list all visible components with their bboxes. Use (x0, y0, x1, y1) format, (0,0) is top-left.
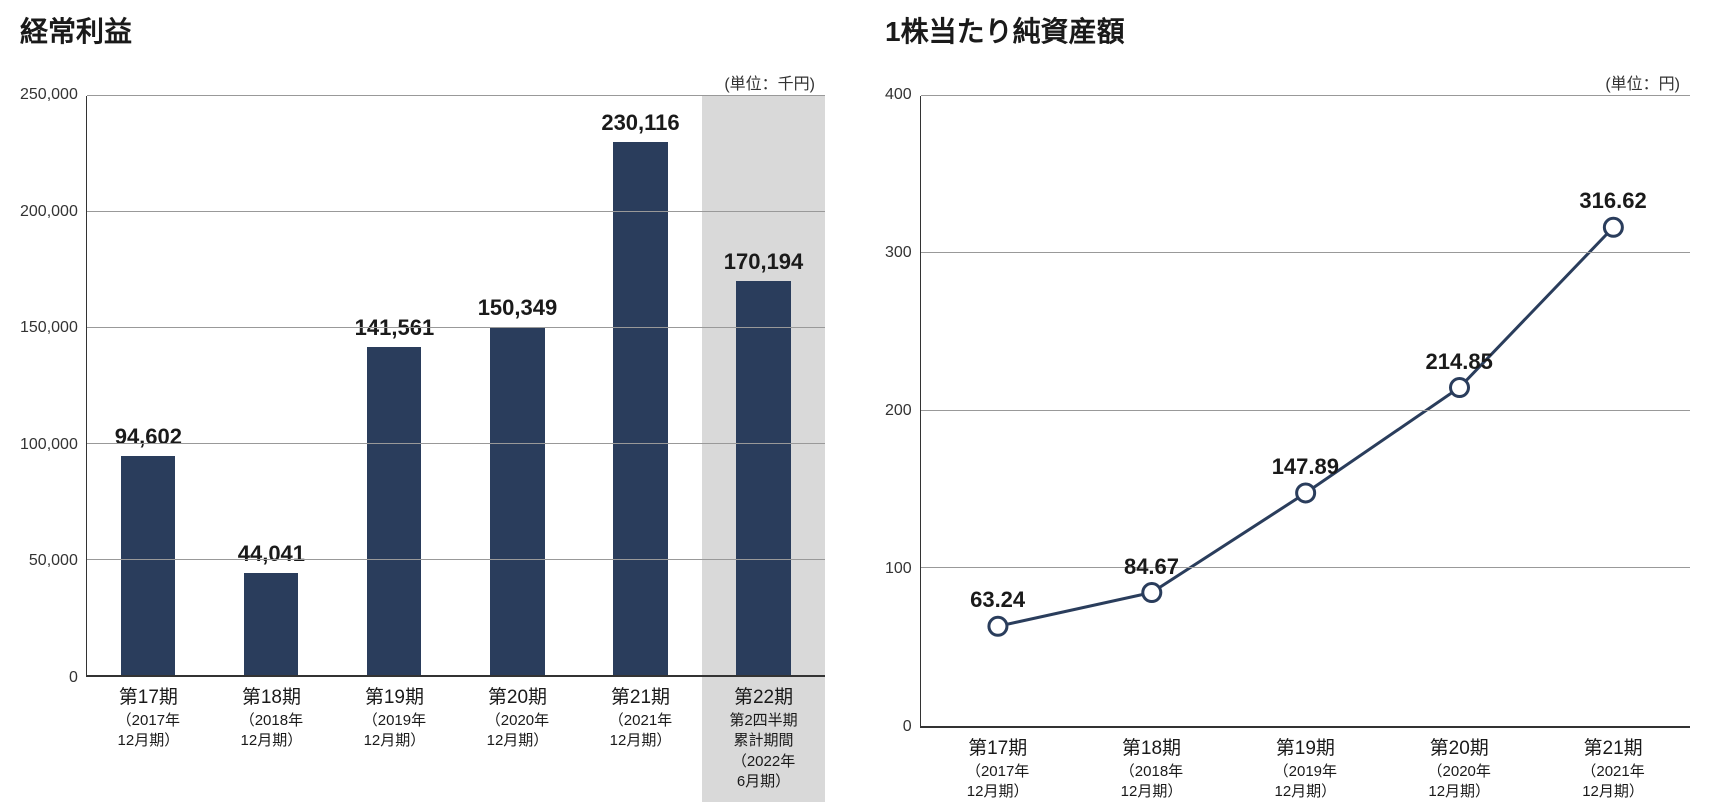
bar-slot: 170,194 (702, 96, 825, 675)
gridline (921, 95, 1690, 96)
bar: 230,116 (613, 142, 667, 675)
x-axis-label: 第18期（2018年12月期） (210, 677, 333, 802)
y-tick-label: 0 (903, 718, 912, 736)
x-axis-label: 第19期（2019年12月期） (333, 677, 456, 802)
bar-slot: 230,116 (579, 96, 702, 675)
y-tick-label: 0 (69, 669, 78, 687)
line-marker (1450, 379, 1468, 397)
line-chart-x-axis: 第17期（2017年12月期）第18期（2018年12月期）第19期（2019年… (920, 728, 1690, 802)
x-axis-label: 第19期（2019年12月期） (1228, 728, 1382, 802)
bar: 94,602 (121, 456, 175, 675)
bar-chart-y-axis: 250,000 200,000 150,000 100,000 50,000 0 (20, 86, 86, 687)
y-tick-label: 200 (885, 402, 912, 420)
x-axis-label: 第17期（2017年12月期） (921, 728, 1075, 802)
gridline (921, 410, 1690, 411)
x-axis-label: 第17期（2017年12月期） (87, 677, 210, 802)
bar-chart-plot-wrapper: 94,602 44,041 141,561 150,349 230,116 170,194… (86, 96, 825, 802)
bar-slot: 44,041 (210, 96, 333, 675)
x-axis-label: 第20期（2020年12月期） (1382, 728, 1536, 802)
gridline (87, 327, 825, 328)
line-marker (1296, 484, 1314, 502)
y-tick-label: 200,000 (20, 203, 78, 221)
bar: 170,194 (736, 281, 790, 675)
line-chart-area: 4003002001000 63.2484.67147.89214.85316.… (885, 96, 1690, 802)
bar-value-label: 44,041 (238, 541, 305, 567)
gridline (87, 443, 825, 444)
bar: 44,041 (244, 573, 298, 675)
point-value-label: 84.67 (1124, 554, 1179, 580)
bar-chart-title: 経常利益 (20, 10, 825, 50)
x-axis-label: 第22期第2四半期累計期間（2022年6月期） (702, 677, 825, 802)
line-chart-title: 1株当たり純資産額 (885, 10, 1690, 50)
bar-chart-unit: (単位：千円) (20, 70, 825, 94)
line-marker (1604, 218, 1622, 236)
x-axis-label: 第21期（2021年12月期） (1536, 728, 1690, 802)
bar-value-label: 94,602 (115, 424, 182, 450)
bar-value-label: 170,194 (724, 249, 804, 275)
gridline (921, 567, 1690, 568)
y-tick-label: 300 (885, 244, 912, 262)
point-value-label: 214.85 (1426, 349, 1493, 375)
x-axis-label: 第21期（2021年12月期） (579, 677, 702, 802)
gridline (87, 559, 825, 560)
line-chart-plot-wrapper: 63.24 84.67 147.89 214.85 316.62 第17期（2017年1… (920, 96, 1690, 802)
y-tick-label: 250,000 (20, 86, 78, 104)
bar-chart-x-axis: 第17期（2017年12月期）第18期（2018年12月期）第19期（2019年… (86, 677, 825, 802)
gridline (921, 252, 1690, 253)
bar-value-label: 230,116 (601, 110, 679, 136)
bar-chart-area: 250,000200,000150,000100,00050,0000 94,6… (20, 96, 825, 802)
bar-chart-bars: 94,602 44,041 141,561 150,349 230,116 170,194 (87, 96, 825, 675)
y-tick-label: 100 (885, 560, 912, 578)
line-marker (989, 617, 1007, 635)
gridline (87, 211, 825, 212)
line-chart-unit: (単位：円) (885, 70, 1690, 94)
bar-chart-plot: 94,602 44,041 141,561 150,349 230,116 170,194 (86, 96, 825, 677)
point-value-label: 63.24 (970, 587, 1025, 613)
line-chart-y-axis: 400 300 200 100 0 (885, 86, 920, 736)
bar-value-label: 141,561 (355, 315, 435, 341)
bar-value-label: 150,349 (478, 295, 558, 321)
point-value-label: 316.62 (1579, 188, 1646, 214)
y-tick-label: 150,000 (20, 319, 78, 337)
bar-slot: 94,602 (87, 96, 210, 675)
y-tick-label: 100,000 (20, 436, 78, 454)
bar-slot: 150,349 (456, 96, 579, 675)
y-tick-label: 400 (885, 86, 912, 104)
x-axis-label: 第18期（2018年12月期） (1075, 728, 1229, 802)
line-chart-container: 1株当たり純資産額 (単位：円) 400 300 200 100 0 63.24 84.6… (885, 10, 1690, 802)
x-axis-label: 第20期（2020年12月期） (456, 677, 579, 802)
line-chart-plot: 63.24 84.67 147.89 214.85 316.62 (920, 96, 1690, 728)
bar-chart-container: 経常利益 (単位：千円) 250,000 200,000 150,000 100,00… (20, 10, 825, 802)
gridline (87, 95, 825, 96)
y-tick-label: 50,000 (29, 552, 78, 570)
point-value-label: 147.89 (1272, 454, 1339, 480)
bar: 141,561 (367, 347, 421, 675)
bar-slot: 141,561 (333, 96, 456, 675)
bar: 150,349 (490, 327, 544, 675)
line-marker (1142, 584, 1160, 602)
